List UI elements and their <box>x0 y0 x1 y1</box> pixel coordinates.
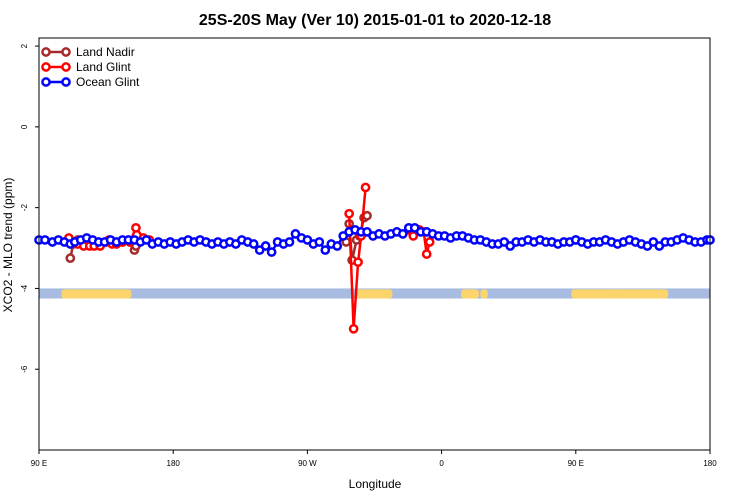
x-tick-label: 0 <box>439 459 444 468</box>
data-point <box>314 237 325 247</box>
land-segment <box>598 289 669 299</box>
data-point <box>424 237 435 247</box>
data-point <box>360 182 371 193</box>
y-tick-label: -2 <box>20 204 29 212</box>
legend-marker <box>41 47 51 57</box>
data-point <box>408 231 419 241</box>
legend-item: Land Glint <box>41 60 131 74</box>
legend-label: Land Glint <box>76 60 131 74</box>
series-land-glint <box>63 182 435 334</box>
y-axis: 2 0 -2 -4 -6 <box>20 43 39 373</box>
legend-marker <box>61 62 71 72</box>
data-point <box>332 241 343 251</box>
y-axis-label: XCO2 - MLO trend (ppm) <box>1 178 15 313</box>
data-point <box>344 208 355 219</box>
land-segment <box>480 289 488 299</box>
x-tick-label: 180 <box>703 459 717 468</box>
x-tick-label: 90 W <box>298 459 317 468</box>
legend-label: Ocean Glint <box>76 75 140 89</box>
data-point <box>362 210 372 221</box>
legend-item: Ocean Glint <box>41 75 140 89</box>
land-segment <box>460 289 479 299</box>
data-point <box>65 253 76 263</box>
data-point <box>248 239 259 249</box>
data-point <box>40 235 50 245</box>
chart-title: 25S-20S May (Ver 10) 2015-01-01 to 2020-… <box>199 12 551 29</box>
data-point <box>266 247 277 257</box>
legend-marker <box>41 77 51 87</box>
y-tick-label: 0 <box>20 124 29 129</box>
legend-marker <box>41 62 51 72</box>
plot-frame <box>38 37 711 451</box>
x-tick-label: 90 E <box>568 459 584 468</box>
x-tick-label: 90 E <box>31 459 47 468</box>
data-point <box>131 222 141 233</box>
data-point <box>320 245 331 255</box>
land-segment <box>355 289 393 299</box>
series-layer <box>34 182 715 334</box>
legend-marker <box>61 47 71 57</box>
data-point <box>284 237 295 247</box>
legend-item: Land Nadir <box>41 45 135 59</box>
legend-label: Land Nadir <box>76 45 135 59</box>
x-axis-label: Longitude <box>349 477 402 491</box>
data-point <box>353 257 363 268</box>
data-point <box>397 229 408 239</box>
data-point <box>421 249 432 259</box>
x-axis: 90 E 180 90 W 0 90 E 180 <box>31 450 717 468</box>
y-tick-label: 2 <box>20 43 29 48</box>
y-tick-label: -6 <box>20 365 29 373</box>
y-tick-label: -4 <box>20 284 29 292</box>
series-ocean-glint <box>34 222 715 257</box>
land-segment <box>61 289 132 299</box>
data-point <box>260 241 271 251</box>
x-tick-label: 180 <box>167 459 181 468</box>
legend-marker <box>61 77 71 87</box>
land-ocean-band <box>39 288 710 299</box>
data-point <box>348 323 359 334</box>
